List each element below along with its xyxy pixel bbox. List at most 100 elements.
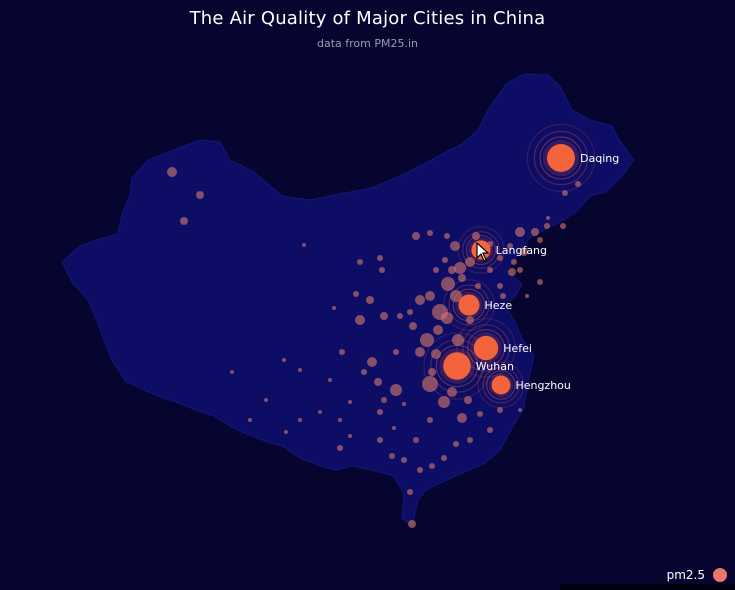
top-city-marker[interactable] — [526, 123, 596, 193]
top-city-dot[interactable] — [547, 144, 575, 172]
city-point[interactable] — [441, 277, 455, 291]
city-point[interactable] — [438, 396, 450, 408]
top-city-marker[interactable] — [456, 318, 516, 378]
city-point[interactable] — [422, 376, 438, 392]
city-point[interactable] — [442, 257, 448, 263]
city-point[interactable] — [390, 384, 402, 396]
city-point[interactable] — [425, 291, 435, 301]
city-point[interactable] — [453, 441, 459, 447]
city-point[interactable] — [457, 413, 467, 423]
city-point[interactable] — [338, 418, 342, 422]
city-point[interactable] — [284, 430, 288, 434]
city-point[interactable] — [409, 322, 417, 330]
city-point[interactable] — [357, 259, 363, 265]
top-city-dot[interactable] — [473, 335, 499, 361]
legend[interactable]: pm2.5 — [667, 566, 727, 584]
city-point[interactable] — [339, 349, 345, 355]
city-point[interactable] — [374, 378, 382, 386]
city-point[interactable] — [348, 400, 352, 404]
city-point[interactable] — [433, 325, 443, 335]
city-point[interactable] — [508, 268, 516, 276]
city-point[interactable] — [397, 313, 403, 319]
city-point[interactable] — [389, 453, 395, 459]
city-point[interactable] — [520, 248, 528, 256]
city-point[interactable] — [575, 181, 581, 187]
city-point[interactable] — [454, 262, 466, 274]
city-point[interactable] — [412, 232, 420, 240]
city-point[interactable] — [392, 426, 396, 430]
city-point[interactable] — [518, 408, 522, 412]
city-point[interactable] — [353, 291, 359, 297]
top-city-dot[interactable] — [491, 375, 511, 395]
city-point[interactable] — [544, 223, 550, 229]
city-point[interactable] — [507, 243, 513, 249]
city-point[interactable] — [546, 216, 550, 220]
city-point[interactable] — [531, 228, 539, 236]
city-point[interactable] — [380, 312, 388, 320]
city-point[interactable] — [447, 387, 457, 397]
top-city-marker[interactable] — [477, 361, 525, 409]
city-point[interactable] — [465, 257, 475, 267]
city-point[interactable] — [515, 227, 525, 237]
legend-marker[interactable] — [713, 568, 727, 582]
city-point[interactable] — [429, 463, 435, 469]
city-point[interactable] — [433, 267, 439, 273]
top-city-marker[interactable] — [443, 279, 495, 331]
city-point[interactable] — [497, 283, 503, 289]
city-point[interactable] — [355, 315, 365, 325]
city-point[interactable] — [500, 293, 506, 299]
city-point[interactable] — [230, 370, 234, 374]
city-point[interactable] — [487, 267, 493, 273]
city-point[interactable] — [560, 223, 566, 229]
city-point[interactable] — [487, 427, 493, 433]
city-point[interactable] — [458, 274, 466, 282]
city-point[interactable] — [431, 349, 441, 359]
city-point[interactable] — [298, 368, 302, 372]
city-point[interactable] — [366, 296, 374, 304]
city-point[interactable] — [348, 434, 352, 438]
city-point[interactable] — [408, 520, 416, 528]
city-point[interactable] — [475, 283, 481, 289]
city-point[interactable] — [413, 437, 419, 443]
city-point[interactable] — [248, 418, 252, 422]
city-point[interactable] — [196, 191, 204, 199]
city-point[interactable] — [427, 230, 433, 236]
city-point[interactable] — [444, 233, 450, 239]
city-point[interactable] — [332, 306, 336, 310]
city-point[interactable] — [367, 357, 377, 367]
city-point[interactable] — [167, 167, 177, 177]
city-point[interactable] — [537, 237, 543, 243]
city-point[interactable] — [302, 243, 306, 247]
city-point[interactable] — [377, 255, 383, 261]
city-point[interactable] — [407, 309, 413, 315]
city-point[interactable] — [428, 368, 436, 376]
city-point[interactable] — [427, 417, 433, 423]
city-point[interactable] — [420, 333, 434, 347]
city-point[interactable] — [361, 369, 367, 375]
city-point[interactable] — [318, 410, 322, 414]
city-point[interactable] — [417, 467, 423, 473]
city-point[interactable] — [441, 312, 453, 324]
city-point[interactable] — [448, 266, 456, 274]
city-point[interactable] — [381, 397, 387, 403]
city-point[interactable] — [464, 396, 472, 404]
city-point[interactable] — [537, 279, 543, 285]
city-point[interactable] — [450, 290, 462, 302]
city-point[interactable] — [450, 241, 460, 251]
city-point[interactable] — [466, 316, 474, 324]
city-point[interactable] — [517, 267, 523, 273]
city-point[interactable] — [298, 418, 302, 422]
city-point[interactable] — [525, 294, 529, 298]
city-point[interactable] — [401, 457, 407, 463]
city-point[interactable] — [467, 437, 473, 443]
city-point[interactable] — [180, 217, 188, 225]
city-point[interactable] — [415, 295, 425, 305]
city-point[interactable] — [337, 445, 343, 451]
city-point[interactable] — [328, 378, 332, 382]
city-point[interactable] — [377, 409, 383, 415]
city-point[interactable] — [377, 437, 383, 443]
top-city-dot[interactable] — [458, 294, 480, 316]
city-point[interactable] — [472, 232, 480, 240]
city-point[interactable] — [402, 402, 406, 406]
city-point[interactable] — [407, 489, 413, 495]
